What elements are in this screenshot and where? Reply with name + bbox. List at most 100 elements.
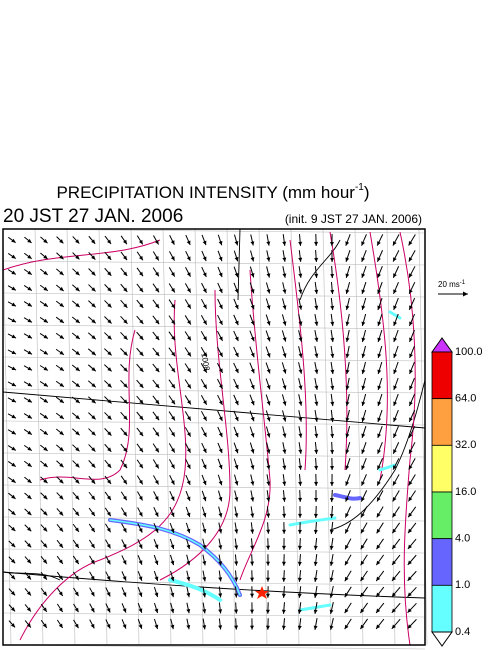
wind-arrow-head (344, 624, 349, 630)
wind-arrow-head (43, 414, 48, 419)
wind-arrow-head (59, 270, 64, 276)
wind-arrow-head (27, 382, 33, 387)
wind-arrow-head (187, 320, 191, 325)
wind-arrow-head (218, 432, 223, 438)
wind-arrow-head (314, 241, 319, 246)
wind-arrow-head (360, 592, 365, 598)
wind-arrow-head (75, 398, 80, 404)
wind-arrow-head (91, 479, 96, 484)
rain-band (288, 516, 337, 527)
wind-arrow-head (234, 288, 239, 294)
wind-arrow-head (329, 625, 334, 630)
wind-arrow-head (345, 449, 350, 454)
wind-arrow-head (11, 398, 17, 403)
wind-arrow-head (392, 496, 397, 502)
location-star (255, 586, 269, 599)
wind-arrow-head (26, 607, 31, 612)
wind-arrow-head (361, 385, 366, 391)
wind-arrow-head (345, 369, 350, 375)
wind-arrow-head (266, 417, 271, 422)
wind-arrow-head (393, 369, 398, 374)
wind-arrow-head (376, 528, 381, 534)
wind-arrow-head (345, 353, 350, 359)
wind-arrow-head (90, 527, 95, 533)
wind-arrow-head (42, 607, 47, 612)
wind-arrow-head (250, 545, 255, 550)
wind-arrow-head (107, 319, 112, 324)
wind-arrow-head (106, 527, 111, 533)
wind-arrow-head (186, 272, 191, 277)
wind-arrow-head (43, 366, 48, 371)
wind-arrow-head (407, 544, 412, 549)
wind-arrow-head (298, 433, 303, 438)
grid-line (2, 612, 426, 618)
wind-arrow-head (59, 239, 64, 244)
wind-arrow-head (123, 447, 128, 452)
wind-arrow-head (43, 462, 48, 467)
wind-arrow-head (265, 625, 270, 630)
wind-arrow-head (139, 383, 144, 388)
wind-arrow-head (27, 462, 32, 467)
wind-arrow-head (155, 319, 160, 325)
grid-line (2, 484, 426, 490)
wind-arrow-head (314, 321, 319, 326)
wind-arrow-head (58, 623, 63, 628)
wind-scale-label: 20 ms-1 (438, 280, 466, 290)
wind-arrow-head (11, 430, 16, 435)
wind-arrow-head (75, 431, 80, 436)
wind-arrow-head (138, 544, 143, 549)
grid-line (162, 228, 172, 646)
wind-arrow-head (282, 337, 287, 342)
wind-arrow-head (202, 400, 207, 405)
wind-arrow-head (314, 353, 319, 358)
wind-arrow-head (58, 543, 63, 548)
wind-arrow-head (297, 529, 302, 534)
wind-arrow-head (187, 384, 191, 389)
wind-arrow-head (106, 575, 111, 581)
wind-arrow-head (186, 496, 191, 501)
wind-arrow-head (155, 367, 160, 373)
wind-arrow-head (377, 465, 381, 470)
wind-arrow-head (11, 302, 16, 307)
wind-arrow-head (265, 577, 270, 582)
wind-arrow-head (329, 513, 334, 519)
wind-arrow-head (138, 528, 143, 533)
wind-arrow-head (26, 623, 31, 628)
wind-arrow-head (218, 561, 223, 566)
wind-arrow-head (59, 350, 64, 355)
wind-arrow-head (313, 529, 318, 534)
wind-arrow-head (407, 576, 412, 581)
wind-arrow-head (42, 543, 48, 548)
wind-arrow-head (282, 385, 287, 390)
wind-arrow-head (138, 512, 143, 517)
wind-arrow-head (155, 415, 160, 421)
wind-arrow-head (377, 481, 381, 486)
wind-arrow-head (234, 577, 239, 582)
colorbar-over (431, 337, 453, 353)
map-frame (2, 228, 426, 646)
wind-arrow-head (27, 254, 32, 259)
wind-arrow-head (408, 465, 413, 470)
wind-arrow-head (202, 609, 207, 614)
wind-arrow-head (171, 367, 176, 373)
wind-arrow-head (281, 577, 286, 582)
wind-arrow-head (314, 257, 319, 262)
wind-arrow-head (218, 448, 223, 454)
wind-arrow-head (234, 497, 239, 502)
wind-arrow-head (170, 256, 175, 261)
wind-scale-text: 20 ms (438, 280, 460, 289)
wind-arrow-head (266, 385, 271, 390)
wind-arrow-head (408, 241, 413, 246)
wind-arrow-head (345, 385, 350, 391)
wind-arrow-head (107, 239, 112, 244)
wind-arrow-head (91, 383, 96, 388)
wind-arrow-head (360, 544, 365, 550)
wind-arrow-head (154, 528, 159, 533)
colorbar-label: 4.0 (455, 533, 470, 545)
wind-arrow-head (376, 608, 381, 613)
wind-arrow-head (186, 464, 191, 469)
wind-arrow-head (171, 399, 176, 405)
wind-arrow-head (409, 369, 413, 374)
wind-arrow-head (281, 561, 286, 566)
